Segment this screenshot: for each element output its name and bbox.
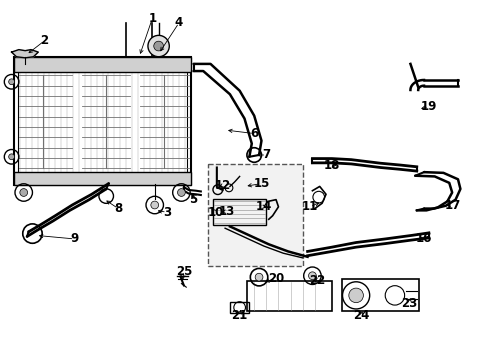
Circle shape xyxy=(150,201,158,209)
Text: 20: 20 xyxy=(267,272,284,285)
Bar xyxy=(229,302,249,313)
Bar xyxy=(341,279,418,311)
Text: 25: 25 xyxy=(175,265,192,278)
Circle shape xyxy=(9,154,15,160)
Circle shape xyxy=(148,35,169,57)
Text: 1: 1 xyxy=(148,12,156,25)
Text: 10: 10 xyxy=(207,206,223,219)
Circle shape xyxy=(9,79,15,85)
Text: 3: 3 xyxy=(163,206,171,219)
Text: 19: 19 xyxy=(420,100,436,113)
Text: 13: 13 xyxy=(218,205,234,218)
Bar xyxy=(213,199,266,225)
Text: 12: 12 xyxy=(214,179,230,192)
Polygon shape xyxy=(12,50,38,58)
Text: 21: 21 xyxy=(231,309,247,322)
Text: 5: 5 xyxy=(189,193,197,206)
Bar xyxy=(14,57,191,72)
Bar xyxy=(246,281,331,311)
Bar xyxy=(14,57,191,185)
Bar xyxy=(18,59,187,184)
Circle shape xyxy=(308,272,316,280)
Circle shape xyxy=(255,273,263,281)
Circle shape xyxy=(177,189,185,197)
Bar xyxy=(208,164,302,266)
Text: 16: 16 xyxy=(415,233,431,246)
Text: 23: 23 xyxy=(401,297,417,310)
Circle shape xyxy=(153,41,163,51)
Bar xyxy=(14,172,191,185)
Text: 14: 14 xyxy=(255,200,271,213)
Text: 9: 9 xyxy=(70,233,79,246)
Circle shape xyxy=(20,189,27,197)
Text: 18: 18 xyxy=(323,159,339,172)
Text: 4: 4 xyxy=(175,16,183,29)
Text: 7: 7 xyxy=(262,148,270,162)
Circle shape xyxy=(348,288,363,303)
Text: 15: 15 xyxy=(253,177,269,190)
Text: 24: 24 xyxy=(352,309,368,322)
Text: 17: 17 xyxy=(444,198,460,212)
Text: 8: 8 xyxy=(114,202,122,215)
Text: 11: 11 xyxy=(301,200,318,213)
Text: 2: 2 xyxy=(41,34,48,47)
Text: 6: 6 xyxy=(249,127,258,140)
Text: 22: 22 xyxy=(308,274,325,287)
